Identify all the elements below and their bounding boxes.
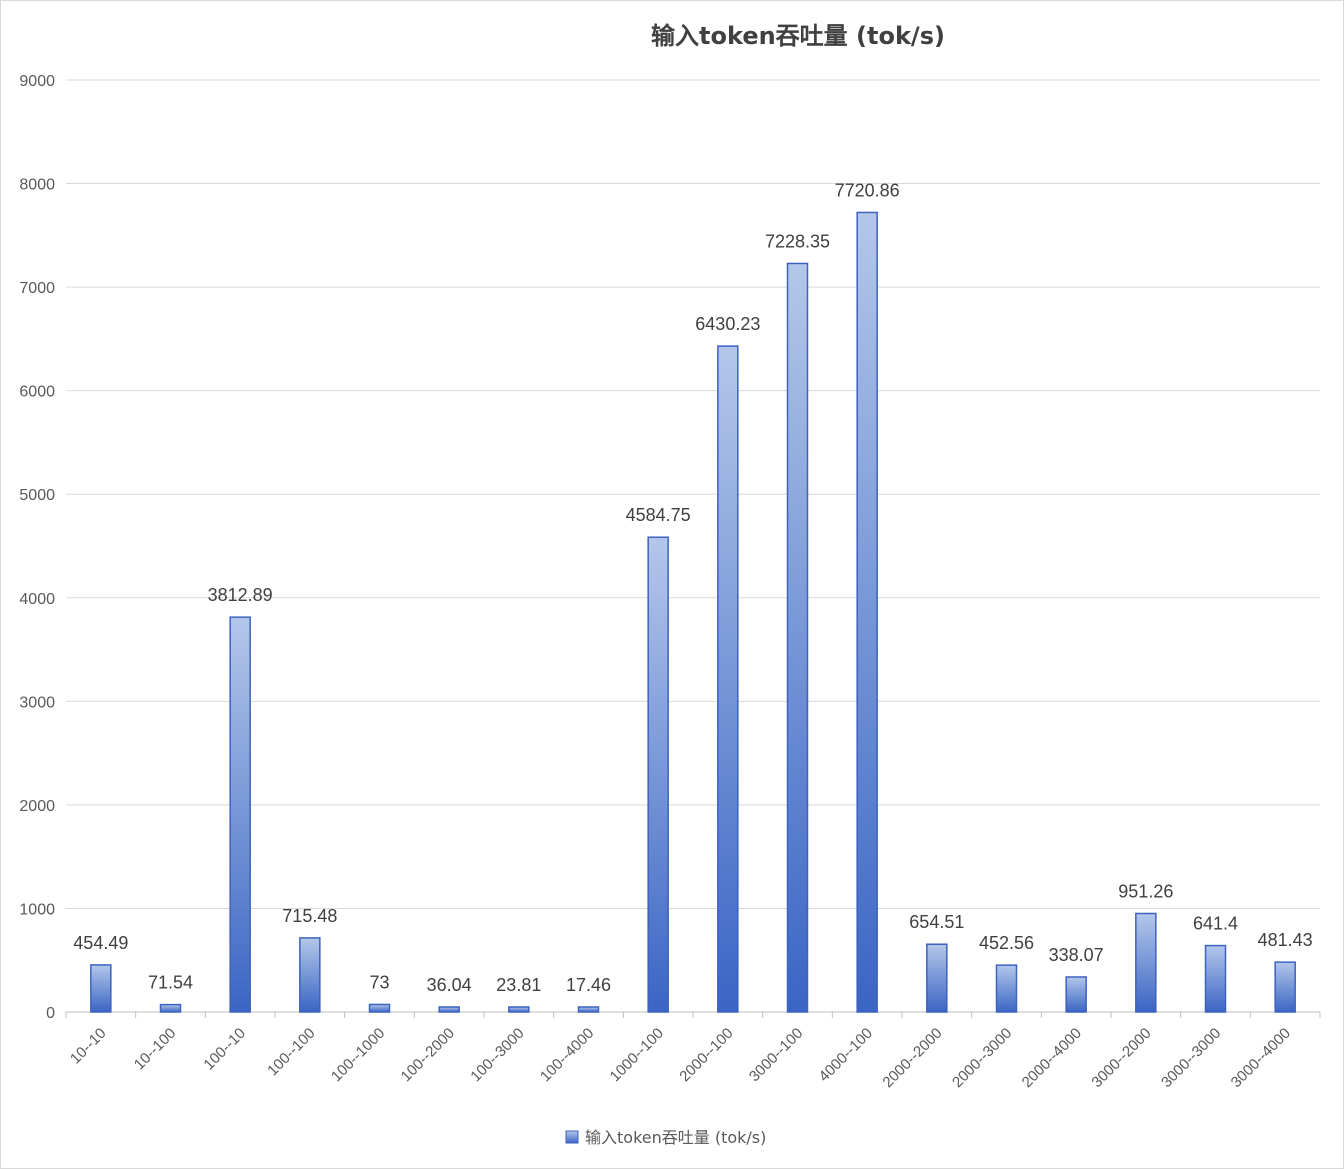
data-label: 641.4 <box>1193 914 1238 934</box>
x-axis-tick-labels: 10--10 10--100 100--10 100--100 100--1000 100… <box>67 1025 1294 1091</box>
bar <box>1204 944 1227 1013</box>
bar <box>1135 912 1157 1013</box>
y-tick-label: 6000 <box>19 384 55 401</box>
data-label: 23.81 <box>496 975 541 995</box>
x-tick-label: 100--4000 <box>537 1025 597 1085</box>
bar <box>229 616 251 1013</box>
x-tick-label: 100--3000 <box>467 1025 527 1085</box>
gridlines <box>65 79 1321 1018</box>
y-tick-label: 9000 <box>19 73 55 90</box>
x-tick-label: 10--10 <box>67 1025 110 1068</box>
bar <box>856 211 878 1013</box>
x-tick-label: 2000--2000 <box>879 1025 945 1091</box>
bar <box>786 262 809 1013</box>
data-label: 338.07 <box>1049 945 1104 965</box>
bar <box>995 964 1018 1013</box>
data-label: 73 <box>369 972 389 992</box>
bar <box>717 345 739 1013</box>
data-label: 36.04 <box>427 975 472 995</box>
bar <box>1065 976 1087 1013</box>
data-label: 654.51 <box>909 912 964 932</box>
x-tick-label: 2000--100 <box>676 1025 736 1085</box>
x-tick-label: 3000--3000 <box>1158 1025 1224 1091</box>
y-axis-tick-labels: 0 1000 2000 3000 4000 5000 6000 7000 8000 9000 <box>19 73 55 1022</box>
bar <box>438 1006 460 1013</box>
x-tick-label: 2000--4000 <box>1019 1025 1085 1091</box>
legend: 输入token吞吐量 (tok/s) <box>565 1128 766 1147</box>
data-label: 7720.86 <box>835 180 900 200</box>
x-tick-label: 2000--3000 <box>949 1025 1015 1091</box>
bar <box>577 1006 600 1013</box>
data-label: 71.54 <box>148 973 193 993</box>
y-tick-label: 7000 <box>19 280 55 297</box>
x-tick-label: 100--2000 <box>398 1025 458 1085</box>
bar <box>647 536 669 1013</box>
data-label: 7228.35 <box>765 231 830 251</box>
y-tick-label: 1000 <box>19 901 55 918</box>
data-label: 452.56 <box>979 933 1034 953</box>
bar <box>508 1006 530 1013</box>
y-tick-label: 4000 <box>19 591 55 608</box>
x-tick-label: 3000--100 <box>746 1025 806 1085</box>
data-label: 4584.75 <box>626 505 691 525</box>
bar <box>1274 961 1296 1013</box>
legend-swatch <box>565 1130 579 1144</box>
x-tick-label: 3000--4000 <box>1228 1025 1294 1091</box>
data-label: 6430.23 <box>695 314 760 334</box>
legend-label: 输入token吞吐量 (tok/s) <box>585 1128 766 1147</box>
bar <box>159 1003 182 1013</box>
x-tick-label: 1000--100 <box>607 1025 667 1085</box>
data-labels: 454.49 71.54 3812.89 715.48 73 36.04 23.81 17.4… <box>73 180 1312 995</box>
bar <box>299 937 321 1013</box>
data-label: 715.48 <box>282 906 337 926</box>
y-tick-label: 0 <box>46 1005 55 1022</box>
y-tick-label: 5000 <box>19 487 55 504</box>
x-tick-label: 100--100 <box>264 1025 318 1079</box>
data-label: 3812.89 <box>208 585 273 605</box>
data-label: 481.43 <box>1258 930 1313 950</box>
bar <box>368 1003 391 1013</box>
data-label: 17.46 <box>566 975 611 995</box>
bars <box>90 211 1296 1013</box>
x-tick-label: 100--1000 <box>328 1025 388 1085</box>
y-tick-label: 3000 <box>19 694 55 711</box>
y-tick-label: 8000 <box>19 177 55 194</box>
bar <box>90 964 112 1013</box>
x-tick-label: 4000--100 <box>816 1025 876 1085</box>
data-label: 951.26 <box>1118 881 1173 901</box>
x-tick-label: 10--100 <box>131 1025 180 1074</box>
bar <box>926 943 948 1013</box>
x-tick-label: 100--10 <box>200 1025 249 1074</box>
y-tick-label: 2000 <box>19 798 55 815</box>
chart-title: 输入token吞吐量 (tok/s) <box>651 22 945 50</box>
data-label: 454.49 <box>73 933 128 953</box>
x-tick-label: 3000--2000 <box>1088 1025 1154 1091</box>
